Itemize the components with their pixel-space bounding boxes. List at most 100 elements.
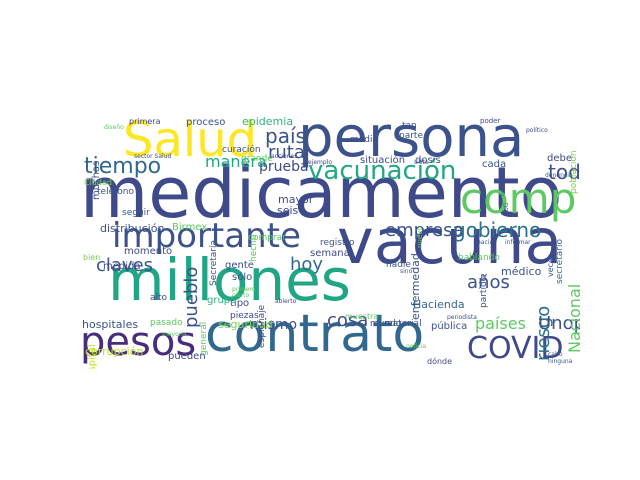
word-años: años <box>467 272 510 293</box>
word-abierto: abierto <box>275 298 297 305</box>
word-ninguna: ninguna <box>548 358 573 365</box>
word-tipo: tipo <box>230 298 250 309</box>
word-sólo: sólo <box>232 272 253 283</box>
word-gobierno: gobierno <box>453 218 542 242</box>
word-seguir: seguir <box>122 208 150 218</box>
word-número: número <box>499 172 506 196</box>
word-material: material <box>384 319 422 329</box>
word-países: países <box>475 314 526 333</box>
word-birmex: Birmex <box>172 222 208 233</box>
word-hablando: hablando <box>458 253 500 263</box>
word-nacional: Nacional <box>565 283 580 353</box>
word-pública: pública <box>431 321 468 332</box>
word-empresa: empresa <box>385 220 464 241</box>
word-proceso: proceso <box>186 117 226 128</box>
word-ruta: ruta <box>268 142 305 163</box>
word-sino: sino <box>400 268 413 275</box>
word-tiempo: tiempo <box>84 154 162 179</box>
word-situación: situación <box>360 155 406 166</box>
word-ciudad: Ciudad <box>84 178 112 187</box>
word-partido: partido <box>479 275 489 308</box>
word-seis: seis <box>277 204 299 217</box>
word-curación: curación <box>222 145 261 155</box>
word-periodista: periodista <box>447 314 477 321</box>
word-dosis: dosis <box>415 155 441 166</box>
word-mismo: mismo <box>250 317 298 333</box>
word-cosa: cosa <box>327 310 369 331</box>
word-primero: primero <box>232 286 256 293</box>
word-noticia: noticia <box>406 343 427 350</box>
word-bien: bien <box>83 253 101 262</box>
word-cloud: medicamento persona contrato millones vacuna… <box>80 116 580 369</box>
word-secretaría: Secretaría <box>209 240 219 286</box>
word-compra: compra <box>460 174 580 223</box>
word-teléfono: teléfono <box>97 187 134 197</box>
word-cada: cada <box>482 159 507 170</box>
word-registro: registro <box>320 238 355 248</box>
word-unops: Unops <box>538 313 580 334</box>
word-claves: claves <box>96 255 154 276</box>
word-ejemplo: ejemplo <box>308 159 333 166</box>
word-medio: medio <box>350 135 379 145</box>
word-mundo: mundo <box>370 319 402 329</box>
word-veces: veces <box>546 253 555 277</box>
word-alto: alto <box>150 293 168 303</box>
word-parte: parte <box>399 131 423 141</box>
word-epidemia: epidemia <box>242 116 294 128</box>
word-diseño: diseño <box>104 124 124 131</box>
word-salud: Salud <box>123 116 258 168</box>
word-covid: COVID <box>467 331 564 366</box>
word-seguridad: seguridad <box>218 318 273 331</box>
word-país: país <box>265 124 306 148</box>
word-hoy: hoy <box>290 254 324 275</box>
word-contrato: contrato <box>205 304 425 364</box>
word-denuncia: denuncia <box>545 172 573 179</box>
word-pasado: pasado <box>150 318 183 328</box>
word-momento: momento <box>124 246 173 257</box>
word-secretario: secretario <box>555 239 565 284</box>
word-político: político <box>526 127 548 134</box>
word-millones: millones <box>108 246 351 314</box>
word-informar: informar <box>505 239 531 246</box>
word-acciones: acciones <box>271 153 298 160</box>
word-nuevo: nuevo <box>416 226 424 248</box>
word-importante: importante <box>112 216 301 256</box>
word-manera: manera <box>205 152 267 171</box>
word-medida: medida <box>103 261 141 272</box>
word-médico: médico <box>501 265 542 278</box>
word-dónde: dónde <box>427 357 453 366</box>
word-gente: gente <box>225 260 254 271</box>
word-pesos: pesos <box>80 319 197 365</box>
word-tan: tan <box>402 121 417 131</box>
word-hacienda: Hacienda <box>413 298 465 311</box>
word-muestra: muestra <box>345 312 379 321</box>
word-pueblo: pueblo <box>181 266 202 328</box>
word-vacunación: vacunación <box>308 156 457 186</box>
word-debe: debe <box>547 153 572 164</box>
word-hacia: hacia <box>477 239 494 246</box>
word-general: general <box>199 321 209 356</box>
word-hospital: hospital <box>87 344 98 369</box>
word-cabo: cabo <box>548 351 563 358</box>
word-cierto: cierto <box>232 292 250 299</box>
word-grupo: grupo <box>207 295 237 306</box>
word-persona: persona <box>298 116 525 170</box>
word-primera: primera <box>129 117 161 126</box>
word-mayoría: mayoría <box>162 331 187 338</box>
word-corrupción: corrupción <box>85 345 144 358</box>
word-pueden: pueden <box>168 351 206 362</box>
word-nadie: nadie <box>386 260 411 270</box>
word-vacuna: vacuna <box>337 205 563 278</box>
word-medicamento: medicamento <box>80 152 563 234</box>
word-grande: grande <box>241 154 273 164</box>
word-poder: poder <box>480 117 501 125</box>
word-piezas: piezas <box>230 311 259 321</box>
word-espionaje: espionaje <box>257 304 267 348</box>
word-semana: semana <box>310 248 350 259</box>
word-mayor: mayor <box>278 193 314 206</box>
word-sector-salud: sector Salud <box>134 153 172 160</box>
word-comprar: comprar <box>248 233 286 243</box>
word-hospitales: hospitales <box>82 318 139 331</box>
word-distribución: distribución <box>100 222 165 235</box>
word-prueba: prueba <box>259 159 309 175</box>
